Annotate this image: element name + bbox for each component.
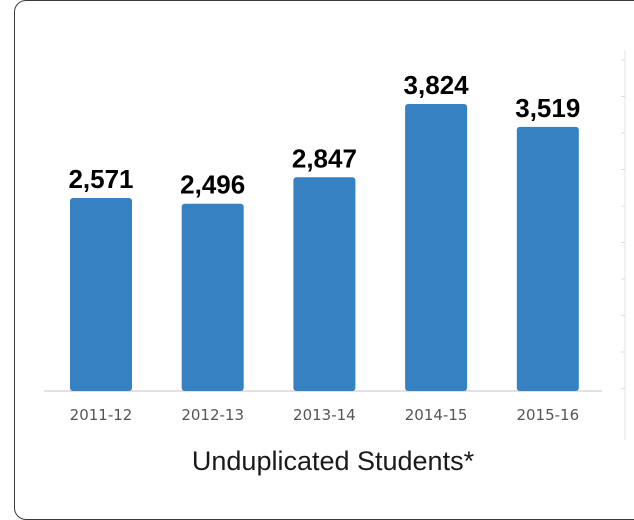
bar-2012-13 bbox=[181, 203, 244, 391]
right-axis-ticks bbox=[621, 59, 625, 389]
bar-2015-16 bbox=[516, 126, 579, 392]
chart-caption: Unduplicated Students* bbox=[191, 446, 475, 476]
bar-2013-14 bbox=[293, 177, 356, 391]
x-tick-label-2014-15: 2014-15 bbox=[405, 406, 468, 424]
x-tick-labels-group: 2011-12 2012-13 2013-14 2014-15 2015-16 bbox=[70, 406, 579, 424]
x-tick-label-2012-13: 2012-13 bbox=[181, 406, 244, 424]
x-tick-label-2015-16: 2015-16 bbox=[516, 406, 579, 424]
value-label-2015-16: 3,519 bbox=[515, 93, 580, 123]
value-label-2013-14: 2,847 bbox=[292, 143, 357, 173]
bar-2014-15 bbox=[405, 104, 468, 391]
bar-chart: 2,571 2,496 2,847 3,824 3,519 2011-12 2012-13… bbox=[44, 50, 626, 440]
bars-group bbox=[70, 104, 579, 392]
value-labels-group: 2,571 2,496 2,847 3,824 3,519 bbox=[68, 70, 580, 200]
x-tick-label-2011-12: 2011-12 bbox=[70, 406, 133, 424]
value-label-2011-12: 2,571 bbox=[68, 164, 133, 194]
value-label-2012-13: 2,496 bbox=[180, 170, 245, 200]
x-tick-label-2013-14: 2013-14 bbox=[293, 406, 356, 424]
value-label-2014-15: 3,824 bbox=[404, 70, 470, 100]
bar-2011-12 bbox=[70, 198, 132, 391]
